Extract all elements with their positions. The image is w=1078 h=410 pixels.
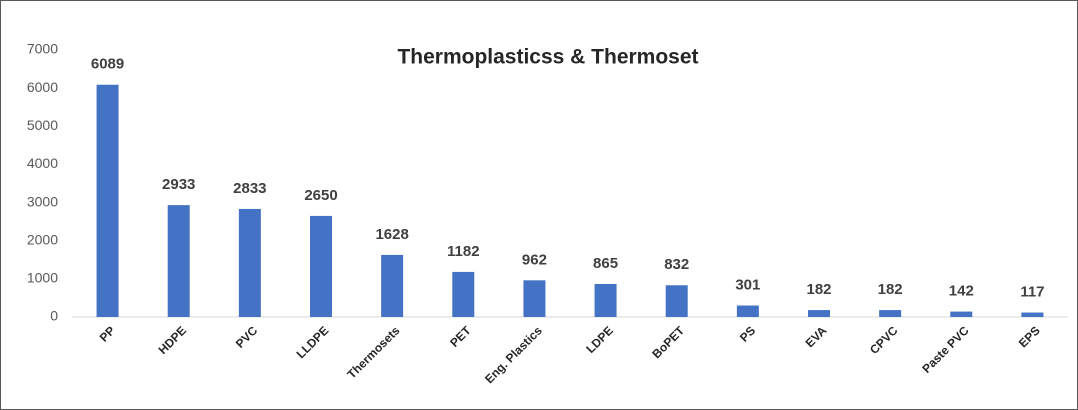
y-tick-label: 2000 <box>27 231 58 247</box>
chart-title: Thermoplasticss & Thermoset <box>397 46 698 69</box>
data-label: 865 <box>593 255 618 272</box>
bar <box>381 254 404 317</box>
bar <box>1021 312 1044 317</box>
bar <box>594 284 617 317</box>
bar <box>96 84 119 318</box>
data-label: 301 <box>735 276 760 293</box>
data-label: 142 <box>949 283 974 300</box>
data-label: 117 <box>1020 284 1044 301</box>
bar <box>310 215 332 317</box>
bar <box>736 305 759 317</box>
bar <box>665 285 688 317</box>
y-tick-label: 7000 <box>27 41 58 57</box>
data-label: 1182 <box>447 243 480 260</box>
y-tick-label: 5000 <box>27 117 58 133</box>
data-label: 2933 <box>162 176 195 193</box>
bar <box>523 280 546 317</box>
y-tick-label: 1000 <box>27 270 58 286</box>
y-tick-label: 6000 <box>27 79 58 95</box>
data-label: 6089 <box>91 56 124 73</box>
bar <box>879 310 902 317</box>
data-label: 182 <box>806 281 831 298</box>
data-label: 182 <box>878 281 903 298</box>
data-label: 962 <box>522 251 547 268</box>
y-tick-label: 0 <box>50 308 58 324</box>
bar <box>238 208 261 317</box>
y-tick-label: 3000 <box>27 193 58 209</box>
y-tick-label: 4000 <box>27 155 58 171</box>
bar <box>452 271 475 317</box>
bar <box>950 311 973 317</box>
data-label: 1628 <box>375 226 408 243</box>
data-label: 2650 <box>304 187 337 204</box>
bar <box>167 205 190 317</box>
data-label: 832 <box>664 256 689 273</box>
bar <box>808 310 830 317</box>
data-label: 2833 <box>233 180 266 197</box>
